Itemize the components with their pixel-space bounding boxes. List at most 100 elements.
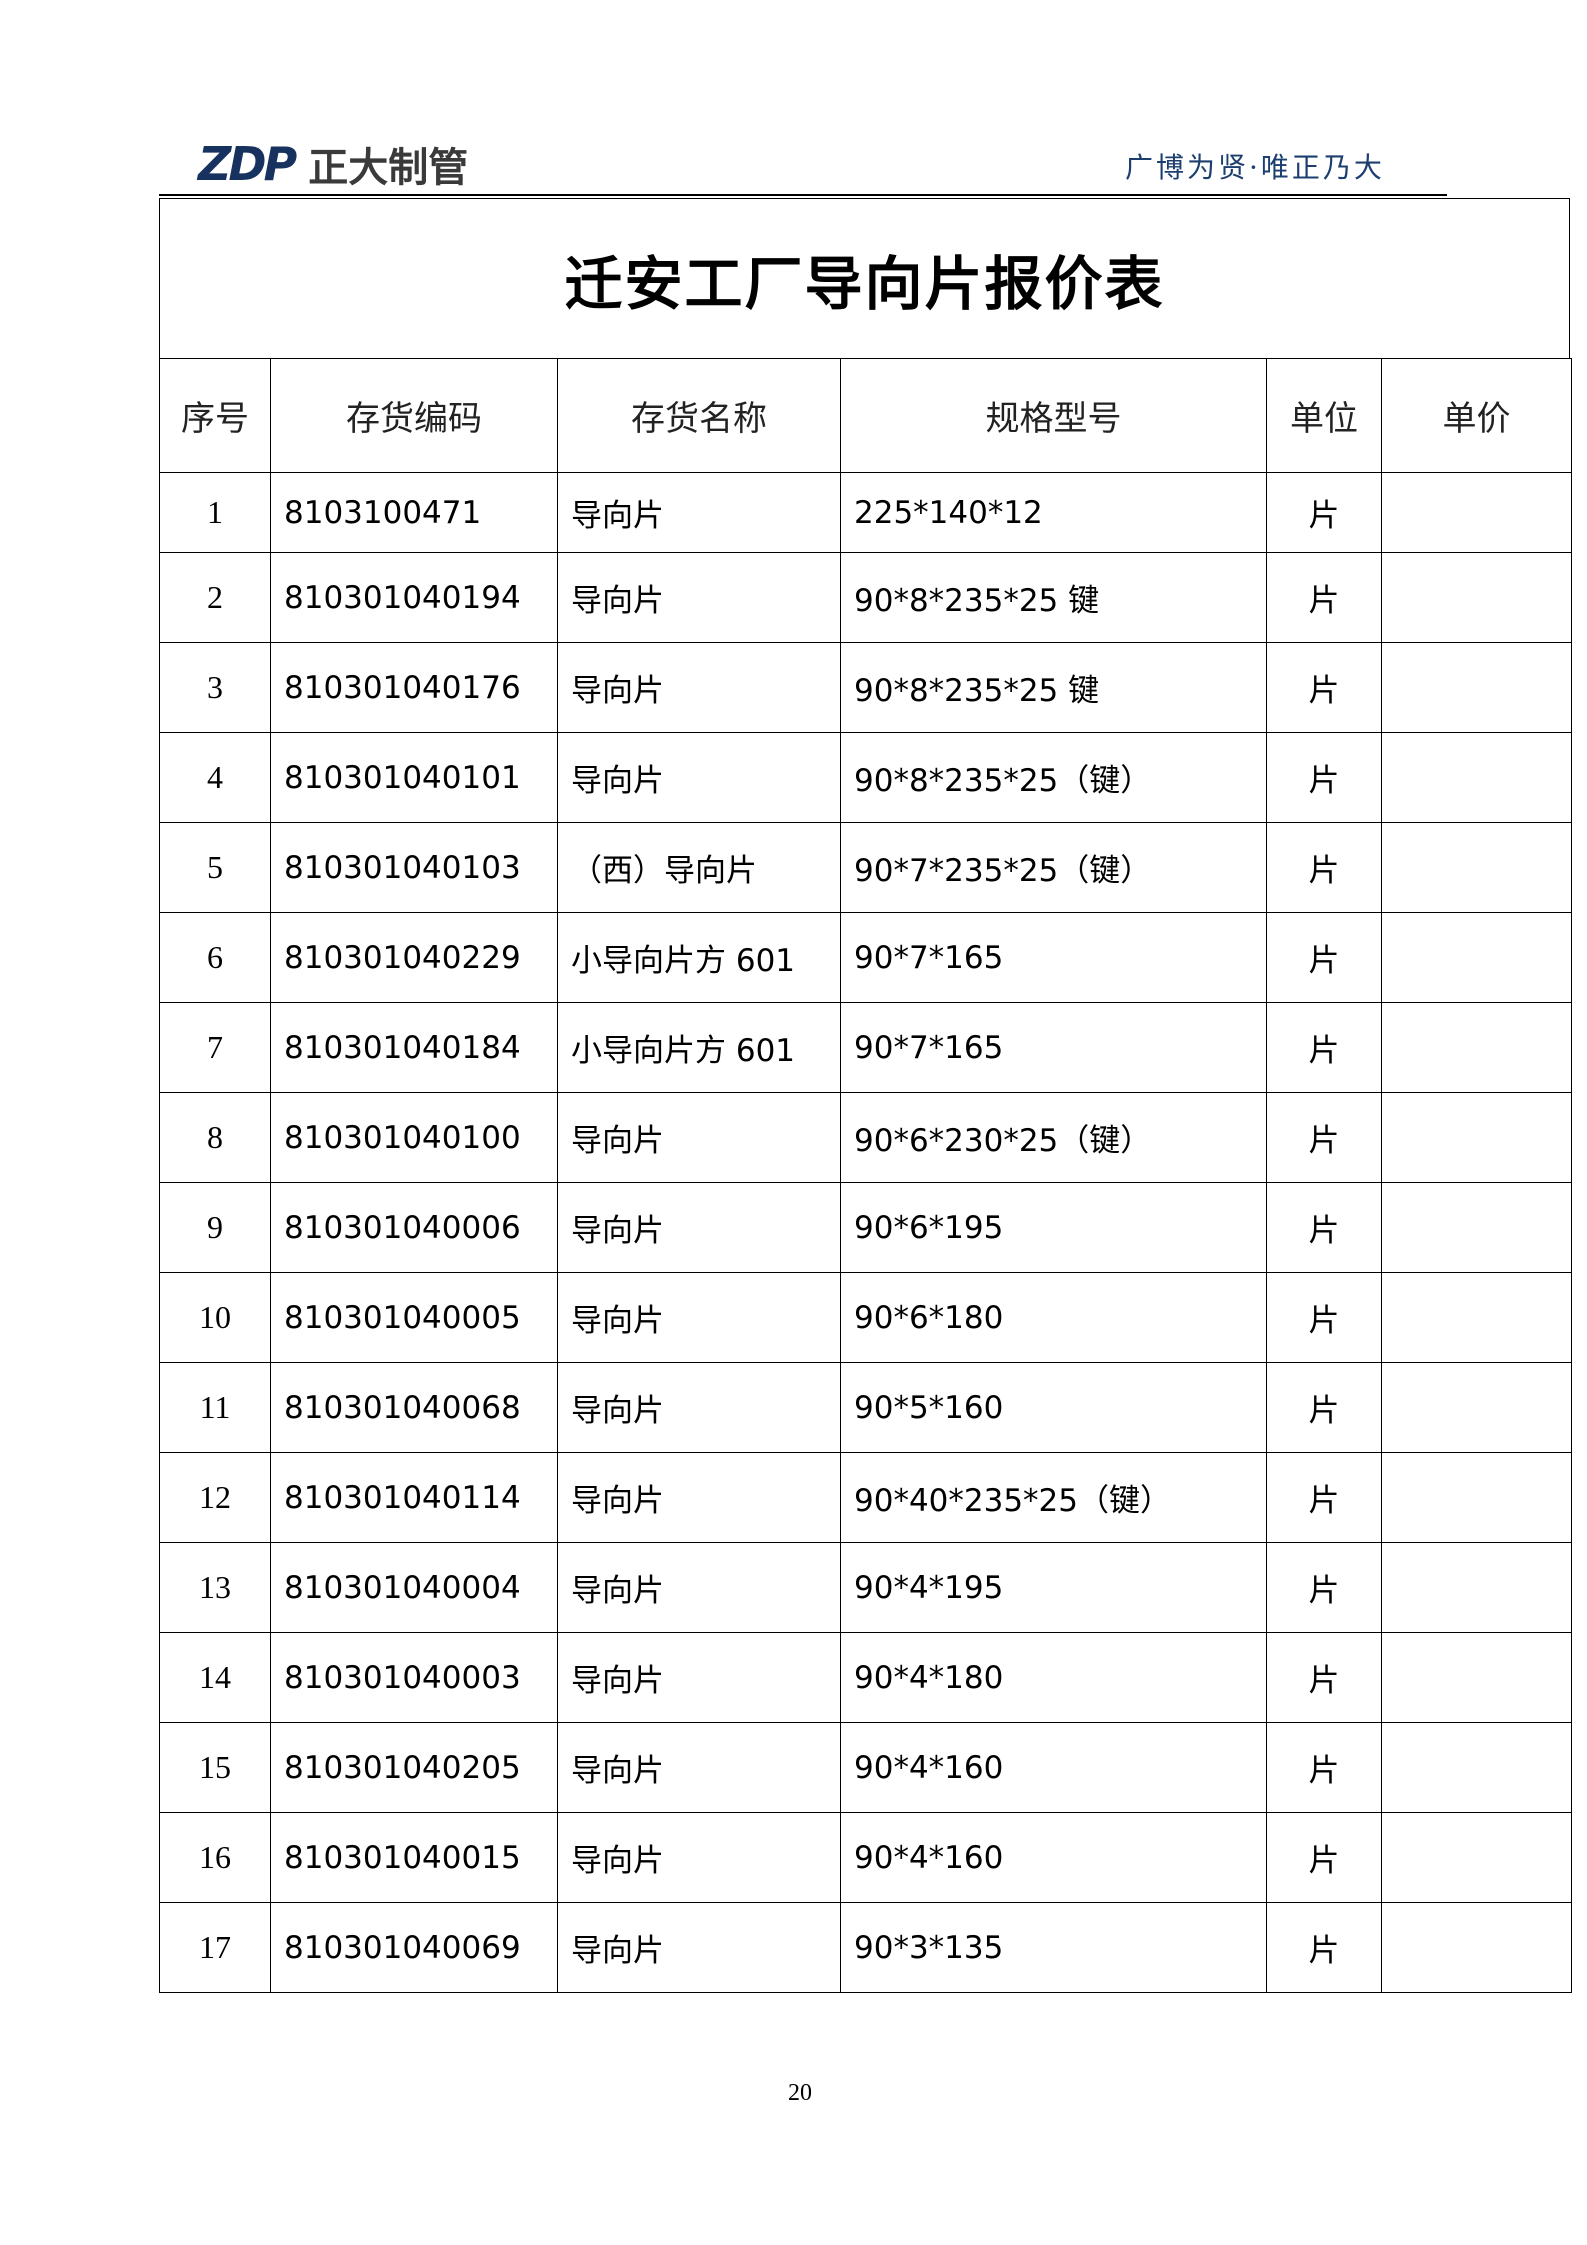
- cell-idx: 5: [159, 822, 271, 913]
- cell-idx: 13: [159, 1542, 271, 1633]
- cell-code: 810301040004: [270, 1542, 558, 1633]
- title-box: 迁安工厂导向片报价表: [159, 198, 1570, 358]
- cell-name: 导向片: [557, 1812, 841, 1903]
- cell-spec: 90*6*195: [840, 1182, 1267, 1273]
- cell-price: [1381, 552, 1572, 643]
- cell-code: 810301040103: [270, 822, 558, 913]
- cell-unit: 片: [1266, 472, 1382, 553]
- cell-name: 导向片: [557, 552, 841, 643]
- quote-table: 序号 存货编码 存货名称 规格型号 单位 单价 1 8103100471 导向片 22…: [159, 358, 1572, 1993]
- cell-code: 810301040229: [270, 912, 558, 1003]
- cell-idx: 16: [159, 1812, 271, 1903]
- cell-spec: 90*7*235*25（键）: [840, 822, 1267, 913]
- cell-idx: 1: [159, 472, 271, 553]
- cell-price: [1381, 1542, 1572, 1633]
- cell-price: [1381, 1362, 1572, 1453]
- cell-spec: 90*8*235*25 键: [840, 642, 1267, 733]
- cell-unit: 片: [1266, 732, 1382, 823]
- cell-unit: 片: [1266, 1542, 1382, 1633]
- table-row: 11 810301040068 导向片 90*5*160 片: [159, 1362, 1572, 1453]
- cell-code: 810301040194: [270, 552, 558, 643]
- cell-code: 8103100471: [270, 472, 558, 553]
- cell-unit: 片: [1266, 552, 1382, 643]
- cell-unit: 片: [1266, 1632, 1382, 1723]
- cell-spec: 90*8*235*25 键: [840, 552, 1267, 643]
- cell-price: [1381, 642, 1572, 733]
- cell-code: 810301040068: [270, 1362, 558, 1453]
- cell-code: 810301040003: [270, 1632, 558, 1723]
- cell-price: [1381, 1002, 1572, 1093]
- cell-spec: 90*4*160: [840, 1812, 1267, 1903]
- cell-name: 导向片: [557, 1542, 841, 1633]
- cell-name: 导向片: [557, 1362, 841, 1453]
- cell-spec: 90*40*235*25（键）: [840, 1452, 1267, 1543]
- cell-spec: 90*6*230*25（键）: [840, 1092, 1267, 1183]
- cell-code: 810301040015: [270, 1812, 558, 1903]
- table-row: 13 810301040004 导向片 90*4*195 片: [159, 1542, 1572, 1633]
- cell-code: 810301040205: [270, 1722, 558, 1813]
- cell-price: [1381, 1722, 1572, 1813]
- cell-unit: 片: [1266, 1182, 1382, 1273]
- page-title: 迁安工厂导向片报价表: [564, 249, 1165, 318]
- cell-name: 导向片: [557, 1272, 841, 1363]
- cell-price: [1381, 732, 1572, 823]
- cell-unit: 片: [1266, 1002, 1382, 1093]
- table-row: 4 810301040101 导向片 90*8*235*25（键）片: [159, 732, 1572, 823]
- cell-price: [1381, 1632, 1572, 1723]
- header-divider: [159, 194, 1447, 196]
- cell-unit: 片: [1266, 1092, 1382, 1183]
- logo-text: 正大制管: [308, 145, 469, 191]
- cell-price: [1381, 1902, 1572, 1993]
- cell-price: [1381, 1182, 1572, 1273]
- cell-idx: 7: [159, 1002, 271, 1093]
- column-header-code: 存货编码: [270, 358, 558, 473]
- table-row: 14 810301040003 导向片 90*4*180 片: [159, 1632, 1572, 1723]
- cell-name: 导向片: [557, 1902, 841, 1993]
- cell-code: 810301040005: [270, 1272, 558, 1363]
- table-row: 6 810301040229 小导向片方 601 90*7*165 片: [159, 912, 1572, 1003]
- cell-spec: 90*8*235*25（键）: [840, 732, 1267, 823]
- cell-unit: 片: [1266, 1812, 1382, 1903]
- cell-spec: 90*7*165: [840, 1002, 1267, 1093]
- cell-spec: 90*5*160: [840, 1362, 1267, 1453]
- table-row: 1 8103100471 导向片 225*140*12 片: [159, 472, 1572, 553]
- cell-unit: 片: [1266, 1362, 1382, 1453]
- cell-code: 810301040176: [270, 642, 558, 733]
- table-row: 10 810301040005 导向片 90*6*180 片: [159, 1272, 1572, 1363]
- cell-spec: 90*7*165: [840, 912, 1267, 1003]
- table-row: 9 810301040006 导向片 90*6*195 片: [159, 1182, 1572, 1273]
- cell-name: 导向片: [557, 642, 841, 733]
- cell-name: 小导向片方 601: [557, 912, 841, 1003]
- cell-price: [1381, 912, 1572, 1003]
- cell-idx: 2: [159, 552, 271, 643]
- cell-price: [1381, 1452, 1572, 1543]
- cell-unit: 片: [1266, 1902, 1382, 1993]
- cell-spec: 225*140*12: [840, 472, 1267, 553]
- company-slogan: 广博为贤·唯正乃大: [1125, 151, 1385, 184]
- table-row: 7 810301040184 小导向片方 601 90*7*165 片: [159, 1002, 1572, 1093]
- column-header-spec: 规格型号: [840, 358, 1267, 473]
- cell-idx: 14: [159, 1632, 271, 1723]
- table-row: 8 810301040100 导向片 90*6*230*25（键）片: [159, 1092, 1572, 1183]
- cell-idx: 9: [159, 1182, 271, 1273]
- cell-name: 导向片: [557, 1452, 841, 1543]
- cell-unit: 片: [1266, 1452, 1382, 1543]
- cell-name: 导向片: [557, 732, 841, 823]
- table-row: 17 810301040069 导向片 90*3*135 片: [159, 1902, 1572, 1993]
- cell-idx: 15: [159, 1722, 271, 1813]
- cell-unit: 片: [1266, 1272, 1382, 1363]
- cell-name: 导向片: [557, 472, 841, 553]
- cell-price: [1381, 1272, 1572, 1363]
- table-row: 2 810301040194 导向片 90*8*235*25 键片: [159, 552, 1572, 643]
- cell-idx: 3: [159, 642, 271, 733]
- cell-name: 小导向片方 601: [557, 1002, 841, 1093]
- cell-code: 810301040069: [270, 1902, 558, 1993]
- cell-spec: 90*3*135: [840, 1902, 1267, 1993]
- cell-unit: 片: [1266, 822, 1382, 913]
- cell-price: [1381, 472, 1572, 553]
- column-header-name: 存货名称: [557, 358, 841, 473]
- logo-mark: ZDP: [198, 137, 297, 191]
- cell-name: 导向片: [557, 1182, 841, 1273]
- cell-name: 导向片: [557, 1632, 841, 1723]
- cell-code: 810301040184: [270, 1002, 558, 1093]
